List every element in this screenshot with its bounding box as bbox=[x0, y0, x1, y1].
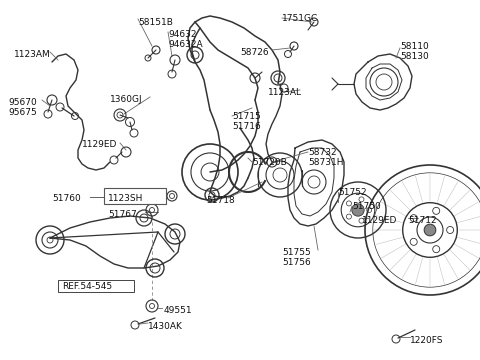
Text: 51767: 51767 bbox=[108, 210, 137, 219]
Circle shape bbox=[352, 204, 364, 216]
Text: 58732
58731H: 58732 58731H bbox=[308, 148, 344, 167]
FancyBboxPatch shape bbox=[58, 280, 134, 292]
Text: 1123AL: 1123AL bbox=[268, 88, 302, 97]
Text: 51715
51716: 51715 51716 bbox=[232, 112, 261, 131]
Text: 1751GC: 1751GC bbox=[282, 14, 318, 23]
Text: 58110
58130: 58110 58130 bbox=[400, 42, 429, 62]
Text: 51760: 51760 bbox=[52, 194, 81, 203]
Text: 1123AM: 1123AM bbox=[14, 50, 51, 59]
Text: 94632
94632A: 94632 94632A bbox=[168, 30, 203, 49]
Text: 51720B: 51720B bbox=[252, 158, 287, 167]
Text: 58151B: 58151B bbox=[138, 18, 173, 27]
Text: 58726: 58726 bbox=[240, 48, 269, 57]
Circle shape bbox=[424, 224, 436, 236]
Text: 51755
51756: 51755 51756 bbox=[282, 248, 311, 267]
Text: 95670
95675: 95670 95675 bbox=[8, 98, 37, 117]
Text: 1129ED: 1129ED bbox=[362, 216, 397, 225]
FancyBboxPatch shape bbox=[104, 188, 166, 204]
Text: 51718: 51718 bbox=[206, 196, 235, 205]
Text: 1430AK: 1430AK bbox=[148, 322, 183, 331]
Text: 51712: 51712 bbox=[408, 216, 437, 225]
Text: 51750: 51750 bbox=[352, 202, 381, 211]
Text: 1129ED: 1129ED bbox=[82, 140, 118, 149]
Text: 1123SH: 1123SH bbox=[108, 194, 144, 203]
Text: 1360GJ: 1360GJ bbox=[110, 95, 143, 104]
Text: 1220FS: 1220FS bbox=[410, 336, 444, 345]
Text: REF.54-545: REF.54-545 bbox=[62, 282, 112, 291]
Text: 51752: 51752 bbox=[338, 188, 367, 197]
Text: 49551: 49551 bbox=[164, 306, 192, 315]
